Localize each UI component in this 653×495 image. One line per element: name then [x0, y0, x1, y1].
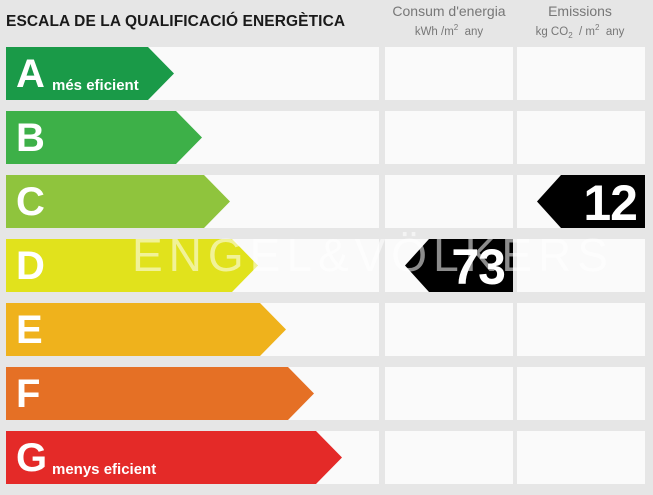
- rating-letter: A: [16, 52, 45, 96]
- rating-caption: menys eficient: [52, 461, 157, 478]
- consumption-value-tag-shape: [405, 239, 513, 292]
- rating-arrow-g: [6, 431, 342, 484]
- rating-arrow-d: [6, 239, 258, 292]
- consumption-cell-g: [385, 431, 513, 484]
- emissions-unit: kg CO2 / m2 any: [535, 23, 625, 41]
- consumption-cell-e: [385, 303, 513, 356]
- rating-arrow-b: [6, 111, 202, 164]
- emissions-value-tag-value: 12: [583, 175, 638, 231]
- emissions-column-header: Emissions kg CO2 / m2 any: [516, 3, 644, 44]
- consumption-cell-a: [385, 47, 513, 100]
- rating-row-d: D: [6, 239, 379, 292]
- rating-arrow-a: [6, 47, 174, 100]
- emissions-cell-f: [517, 367, 645, 420]
- rating-arrow-c: [6, 175, 230, 228]
- rating-letter: E: [16, 308, 43, 352]
- rating-row-c: C: [6, 175, 379, 228]
- rating-letter: F: [16, 372, 41, 416]
- emissions-cell-d: [517, 239, 645, 292]
- rating-caption: més eficient: [52, 77, 139, 94]
- rating-row-f: F: [6, 367, 379, 420]
- emissions-cell-e: [517, 303, 645, 356]
- emissions-cell-a: [517, 47, 645, 100]
- emissions-value-tag-shape: [537, 175, 645, 228]
- consumption-unit: kWh /m2 any: [414, 23, 484, 38]
- rating-letter: D: [16, 244, 45, 288]
- emissions-cell-b: [517, 111, 645, 164]
- emissions-cell-g: [517, 431, 645, 484]
- rating-arrow-f: [6, 367, 314, 420]
- consumption-column-header: Consum d'energia kWh /m2 any: [384, 3, 514, 40]
- emissions-label: Emissions: [548, 3, 612, 19]
- emissions-value-tag: 12: [537, 175, 645, 231]
- consumption-cell-f: [385, 367, 513, 420]
- consumption-value-tag-value: 73: [451, 239, 506, 295]
- rating-letter: B: [16, 116, 45, 160]
- rating-row-e: E: [6, 303, 379, 356]
- rating-arrow-e: [6, 303, 286, 356]
- page-title: ESCALA DE LA QUALIFICACIÓ ENERGÈTICA: [6, 13, 346, 30]
- rating-row-b: B: [6, 111, 379, 164]
- rating-letter: C: [16, 180, 45, 224]
- consumption-value-tag: 73: [405, 239, 513, 295]
- rating-letter: G: [16, 436, 48, 480]
- consumption-label: Consum d'energia: [392, 3, 506, 19]
- consumption-cell-b: [385, 111, 513, 164]
- consumption-cell-c: [385, 175, 513, 228]
